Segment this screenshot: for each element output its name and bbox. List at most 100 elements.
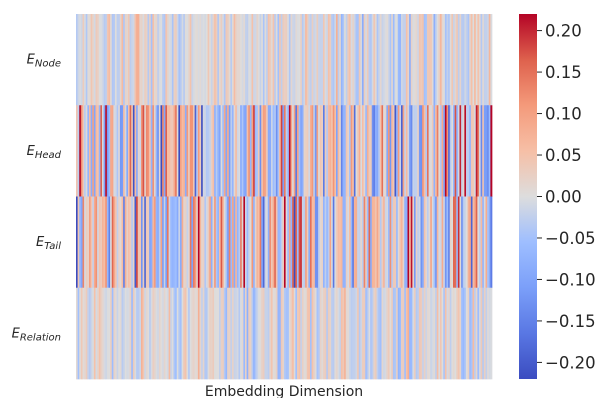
heatmap-cell xyxy=(103,105,106,197)
heatmap-cell xyxy=(483,105,486,197)
heatmap-cell xyxy=(241,196,244,289)
heatmap-cell xyxy=(80,14,83,106)
heatmap-cell xyxy=(383,14,386,106)
heatmap-cell xyxy=(303,14,306,106)
heatmap-cell xyxy=(345,105,348,197)
heatmap-cell xyxy=(212,14,215,106)
heatmap-cell xyxy=(418,287,421,380)
heatmap-cell xyxy=(477,287,480,380)
heatmap-cell xyxy=(256,287,259,380)
heatmap-cell xyxy=(383,105,386,197)
heatmap-cell xyxy=(375,14,377,106)
heatmap-cell xyxy=(288,196,291,289)
heatmap-cell xyxy=(223,196,226,289)
heatmap-cell xyxy=(227,14,230,106)
heatmap-cell xyxy=(275,287,278,380)
heatmap-cell xyxy=(116,287,119,380)
heatmap-cell xyxy=(415,14,418,106)
heatmap-cell xyxy=(427,105,429,197)
heatmap-cell xyxy=(490,105,493,197)
heatmap-cell xyxy=(98,105,101,197)
heatmap-cell xyxy=(259,287,262,380)
heatmap-cell xyxy=(399,196,402,289)
heatmap-cell xyxy=(82,105,85,197)
heatmap-cell xyxy=(466,287,468,380)
heatmap-cell xyxy=(440,14,442,106)
heatmap-cell xyxy=(370,105,373,197)
heatmap-cell xyxy=(313,287,316,380)
heatmap-cell xyxy=(92,196,95,289)
heatmap-cell xyxy=(89,105,91,197)
heatmap-cell xyxy=(170,105,173,197)
heatmap-cell xyxy=(277,14,280,106)
heatmap-cell xyxy=(178,196,181,289)
heatmap-cell xyxy=(477,105,480,197)
heatmap-cell xyxy=(267,105,270,197)
heatmap-cell xyxy=(326,196,329,289)
heatmap-cell xyxy=(108,105,111,197)
heatmap-cell xyxy=(365,287,368,380)
heatmap-cell xyxy=(448,14,451,106)
heatmap-cell xyxy=(111,105,114,197)
row-label: EHead xyxy=(27,144,62,161)
heatmap-cell xyxy=(204,287,207,380)
heatmap-cell xyxy=(282,196,285,289)
heatmap-cell xyxy=(152,287,155,380)
heatmap-cell xyxy=(157,14,160,106)
heatmap-cell xyxy=(256,14,259,106)
heatmap-cell xyxy=(188,105,191,197)
heatmap-cell xyxy=(261,105,264,197)
heatmap-cell xyxy=(167,105,169,197)
heatmap-cell xyxy=(188,14,191,106)
heatmap-cell xyxy=(84,287,87,380)
heatmap-cell xyxy=(144,196,147,289)
heatmap-cell xyxy=(443,196,446,289)
heatmap-cell xyxy=(76,287,78,380)
heatmap-cell xyxy=(155,287,158,380)
heatmap-cell xyxy=(321,105,324,197)
heatmap-cell xyxy=(331,14,334,106)
heatmap-cell xyxy=(129,287,132,380)
heatmap-cell xyxy=(191,287,194,380)
heatmap-cell xyxy=(339,287,342,380)
heatmap-cell xyxy=(329,287,332,380)
heatmap-cell xyxy=(262,105,265,197)
heatmap-cell xyxy=(272,105,275,197)
heatmap-cell xyxy=(105,196,108,289)
heatmap-cell xyxy=(261,14,264,106)
heatmap-cell xyxy=(158,287,161,380)
heatmap-cell xyxy=(267,287,270,380)
heatmap-cell xyxy=(106,105,109,197)
heatmap-cell xyxy=(181,105,184,197)
heatmap-cell xyxy=(175,196,178,289)
heatmap-cell xyxy=(163,105,166,197)
heatmap-cell xyxy=(217,287,220,380)
heatmap-cell xyxy=(360,105,363,197)
heatmap-cell xyxy=(318,105,321,197)
heatmap-cell xyxy=(352,105,355,197)
heatmap-cell xyxy=(149,105,152,197)
heatmap-cell xyxy=(147,105,150,197)
heatmap-cell xyxy=(236,105,239,197)
heatmap-cell xyxy=(336,105,338,197)
heatmap-cell xyxy=(428,14,431,106)
heatmap-cell xyxy=(243,105,246,197)
heatmap-cell xyxy=(236,196,239,289)
heatmap-cell xyxy=(477,14,480,106)
heatmap-cell xyxy=(295,105,298,197)
heatmap-cell xyxy=(199,14,202,106)
heatmap-cell xyxy=(98,287,101,380)
heatmap-cell xyxy=(129,196,132,289)
heatmap-cell xyxy=(425,287,428,380)
heatmap-cell xyxy=(180,14,182,106)
heatmap-cell xyxy=(269,105,272,197)
heatmap-cell xyxy=(210,105,213,197)
heatmap-cell xyxy=(76,196,78,289)
heatmap-cell xyxy=(131,196,134,289)
heatmap-cell xyxy=(251,14,254,106)
heatmap-cell xyxy=(475,287,478,380)
colorbar-tick-label: 0.20 xyxy=(545,22,582,41)
heatmap-cell xyxy=(102,14,104,106)
heatmap-cell xyxy=(193,287,195,380)
heatmap-cell xyxy=(399,14,402,106)
